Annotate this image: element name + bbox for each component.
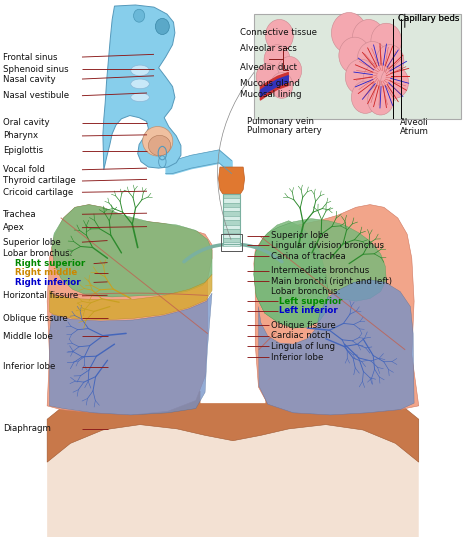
Circle shape <box>264 45 290 75</box>
Text: Lobar bronchus:: Lobar bronchus: <box>3 250 73 258</box>
Text: Lingular division bronchus: Lingular division bronchus <box>271 241 384 250</box>
Text: Thyroid cartilage: Thyroid cartilage <box>3 176 76 186</box>
Text: Horizontal fissure: Horizontal fissure <box>3 292 78 300</box>
Text: Inferior lobe: Inferior lobe <box>271 352 323 362</box>
Text: Capillary beds: Capillary beds <box>398 15 459 24</box>
Text: Capillary beds: Capillary beds <box>398 15 459 24</box>
Circle shape <box>331 12 367 53</box>
Circle shape <box>256 63 279 90</box>
Ellipse shape <box>131 79 149 89</box>
Text: Vocal fold: Vocal fold <box>3 165 45 174</box>
Text: Pulmonary vein: Pulmonary vein <box>247 117 314 126</box>
Polygon shape <box>223 207 240 211</box>
Circle shape <box>265 19 293 52</box>
Text: Nasal cavity: Nasal cavity <box>3 75 55 83</box>
Polygon shape <box>52 204 212 297</box>
Polygon shape <box>49 293 212 415</box>
Text: Oblique fissure: Oblique fissure <box>3 314 68 323</box>
Text: Right middle: Right middle <box>15 268 77 277</box>
Circle shape <box>371 23 401 59</box>
Circle shape <box>351 81 379 114</box>
Circle shape <box>339 37 371 74</box>
Text: Trachea: Trachea <box>3 210 36 219</box>
Ellipse shape <box>131 65 149 76</box>
Text: Alveolar duct: Alveolar duct <box>240 63 297 72</box>
Text: Mucosal lining: Mucosal lining <box>240 89 301 98</box>
Circle shape <box>363 63 393 97</box>
Polygon shape <box>103 5 181 169</box>
Polygon shape <box>49 274 212 320</box>
Text: Middle lobe: Middle lobe <box>3 331 53 341</box>
Polygon shape <box>223 220 240 224</box>
Text: Atrium: Atrium <box>400 127 429 136</box>
Text: Frontal sinus: Frontal sinus <box>3 53 57 61</box>
Text: Cricoid cartilage: Cricoid cartilage <box>3 188 73 197</box>
Text: Connective tissue: Connective tissue <box>240 29 317 38</box>
Text: Pharynx: Pharynx <box>3 131 38 140</box>
Polygon shape <box>254 204 419 415</box>
Text: Left inferior: Left inferior <box>279 306 338 315</box>
Text: Oral cavity: Oral cavity <box>3 118 50 127</box>
Polygon shape <box>223 238 240 242</box>
Circle shape <box>278 56 301 84</box>
Circle shape <box>357 41 387 76</box>
Text: Nasal vestibule: Nasal vestibule <box>3 91 69 100</box>
Text: Oblique fissure: Oblique fissure <box>271 321 336 330</box>
Polygon shape <box>47 204 212 415</box>
Text: Lingula of lung: Lingula of lung <box>271 342 335 351</box>
Ellipse shape <box>131 93 149 102</box>
Text: Right superior: Right superior <box>15 259 85 268</box>
Polygon shape <box>223 199 240 203</box>
Text: Alveoli: Alveoli <box>400 118 429 127</box>
Polygon shape <box>201 242 265 403</box>
Text: Superior lobe: Superior lobe <box>271 231 329 240</box>
Ellipse shape <box>143 126 173 156</box>
Circle shape <box>376 45 404 77</box>
Text: Lobar bronchus:: Lobar bronchus: <box>271 287 340 296</box>
Ellipse shape <box>148 136 171 156</box>
Text: Left superior: Left superior <box>279 296 343 306</box>
Polygon shape <box>223 224 240 229</box>
Polygon shape <box>223 229 240 233</box>
Text: Cardiac notch: Cardiac notch <box>271 331 331 340</box>
Text: Epiglottis: Epiglottis <box>3 146 43 155</box>
Circle shape <box>271 73 293 98</box>
Circle shape <box>381 66 409 98</box>
Polygon shape <box>219 167 245 194</box>
Text: Apex: Apex <box>3 223 25 232</box>
Polygon shape <box>223 216 240 220</box>
Polygon shape <box>254 221 328 328</box>
Text: Mucous gland: Mucous gland <box>240 80 300 88</box>
Circle shape <box>368 85 394 115</box>
Text: Carina of trachea: Carina of trachea <box>271 252 346 260</box>
Text: Right inferior: Right inferior <box>15 278 80 287</box>
Polygon shape <box>254 218 386 328</box>
Text: Intermediate bronchus: Intermediate bronchus <box>271 266 369 275</box>
Polygon shape <box>223 194 240 198</box>
Circle shape <box>352 19 385 57</box>
Circle shape <box>134 9 145 22</box>
Polygon shape <box>223 203 240 207</box>
Polygon shape <box>223 242 240 246</box>
Polygon shape <box>223 211 240 216</box>
Polygon shape <box>223 233 240 238</box>
Polygon shape <box>47 403 419 537</box>
Circle shape <box>155 18 169 34</box>
Text: Alveolar sacs: Alveolar sacs <box>240 45 297 53</box>
Polygon shape <box>258 280 414 415</box>
Text: Main bronchi (right and left): Main bronchi (right and left) <box>271 277 392 286</box>
Polygon shape <box>47 381 419 462</box>
Text: Inferior lobe: Inferior lobe <box>3 362 55 371</box>
Circle shape <box>346 59 376 95</box>
Text: Pulmonary artery: Pulmonary artery <box>247 126 322 135</box>
Text: Superior lobe: Superior lobe <box>3 238 61 246</box>
FancyBboxPatch shape <box>254 14 461 119</box>
Text: Sphenoid sinus: Sphenoid sinus <box>3 65 69 74</box>
Text: Diaphragm: Diaphragm <box>3 424 51 434</box>
